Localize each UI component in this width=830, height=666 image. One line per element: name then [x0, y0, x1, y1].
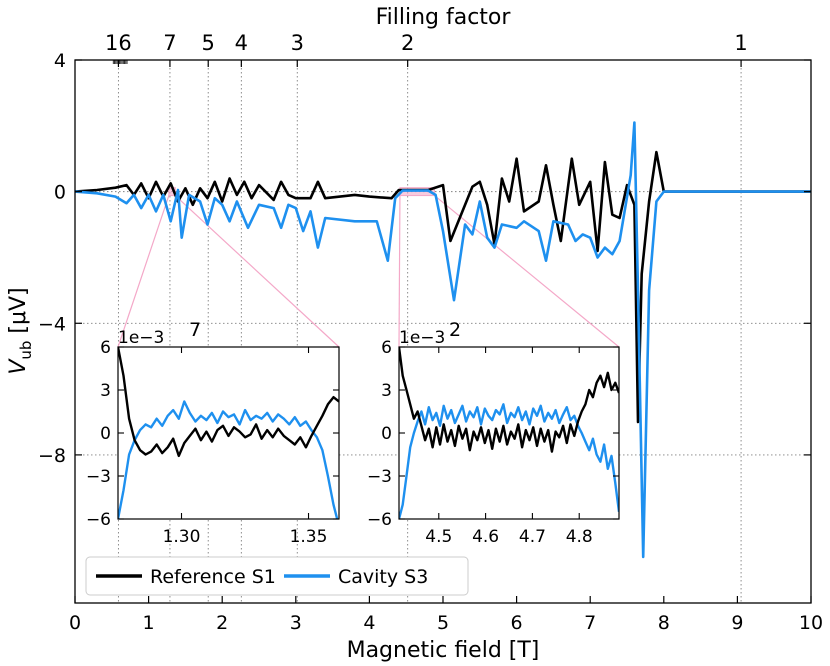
inset-left-offset-label: 1e−3	[118, 328, 164, 348]
y-axis-unit: [μV]	[6, 287, 31, 340]
inset-left: 6 3 0 −3 −6 1.30 1.35 1e−3 7	[86, 319, 340, 547]
inset-y-tick-label: −6	[367, 510, 392, 530]
inset-left-series	[118, 347, 339, 519]
top-tick-label: 4	[235, 31, 248, 55]
inset-y-tick-label: 0	[100, 424, 111, 444]
inset-y-tick-label: 3	[381, 381, 392, 401]
x-tick-label: 6	[511, 612, 523, 634]
legend-box	[85, 556, 469, 596]
inset-y-tick-label: −3	[86, 467, 111, 487]
inset-right-background	[399, 347, 619, 519]
x-tick-label: 0	[69, 612, 81, 634]
x-tick-label: 5	[437, 612, 449, 634]
inset-series-cavity	[399, 403, 619, 519]
top-axis-label: Filling factor	[376, 5, 512, 30]
inset-left-ticks: 6 3 0 −3 −6 1.30 1.35	[86, 338, 339, 547]
inset-x-tick-label: 4.6	[472, 527, 499, 547]
x-tick-label: 4	[363, 612, 375, 634]
legend-label-cavity: Cavity S3	[338, 566, 428, 588]
inset-x-tick-label: 1.30	[163, 527, 201, 547]
inset-left-filling-label: 7	[189, 319, 201, 341]
zoom-connector-line	[398, 195, 401, 348]
zoom-connector-line	[174, 195, 340, 348]
series-line-cavity	[74, 121, 811, 559]
top-tick-label: 7	[163, 31, 176, 55]
main-series	[74, 121, 811, 559]
series-line-reference	[74, 150, 811, 424]
inset-x-tick-label: 1.35	[290, 527, 328, 547]
top-tick-label: 2	[401, 31, 414, 55]
inset-right-ticks: 6 3 0 −3 −6 4.5 4.6 4.7 4.8	[367, 338, 619, 547]
y-axis-label: Vub [μV]	[6, 287, 35, 374]
zoom-connector-line	[434, 195, 620, 348]
inset-y-tick-label: 6	[381, 338, 392, 358]
inset-y-tick-label: 6	[100, 338, 111, 358]
x-tick-label: 10	[799, 612, 823, 634]
top-tick-label: 3	[291, 31, 304, 55]
inset-right-series	[399, 347, 619, 519]
inset-left-background	[118, 347, 339, 519]
x-tick-label: 7	[584, 612, 596, 634]
top-tick-label: 16	[105, 31, 132, 55]
legend-label-reference: Reference S1	[150, 566, 276, 588]
inset-x-tick-label: 4.8	[566, 527, 593, 547]
y-tick-label: 4	[54, 50, 66, 72]
inset-right: 6 3 0 −3 −6 4.5 4.6 4.7 4.8 1e−3 2	[367, 319, 620, 547]
inset-x-tick-label: 4.7	[519, 527, 546, 547]
inset-y-tick-label: 0	[381, 424, 392, 444]
y-tick-label: 0	[54, 182, 66, 204]
inset-x-tick-label: 4.5	[425, 527, 452, 547]
x-axis-label: Magnetic field [T]	[347, 638, 540, 663]
x-tick-label: 1	[143, 612, 155, 634]
y-axis-symbol: V	[6, 358, 31, 375]
inset-series-reference	[399, 347, 619, 453]
y-tick-label: −4	[38, 313, 66, 335]
x-tick-label: 2	[216, 612, 228, 634]
inset-series-reference	[118, 347, 339, 458]
top-tick-label: 5	[202, 31, 215, 55]
legend: Reference S1 Cavity S3	[85, 556, 469, 596]
inset-right-offset-label: 1e−3	[399, 328, 445, 348]
inset-right-filling-label: 2	[449, 319, 461, 341]
x-tick-label: 3	[290, 612, 302, 634]
inset-series-cavity	[118, 400, 339, 519]
zoom-connector-line	[117, 195, 170, 348]
y-tick-label: −8	[38, 445, 66, 467]
y-axis-subscript: ub	[17, 341, 35, 360]
inset-y-tick-label: 3	[100, 381, 111, 401]
inset-y-tick-label: −6	[86, 510, 111, 530]
top-tick-label: 1	[734, 31, 747, 55]
x-tick-label: 9	[731, 612, 743, 634]
x-tick-label: 8	[658, 612, 670, 634]
inset-y-tick-label: −3	[367, 467, 392, 487]
